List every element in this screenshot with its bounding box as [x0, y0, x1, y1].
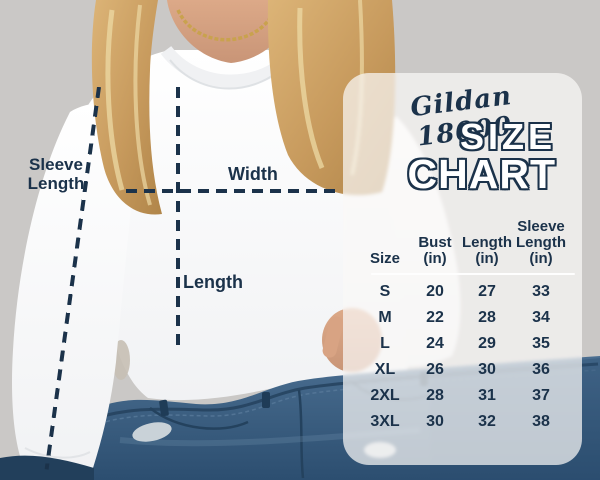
cell-sleeve: 34	[532, 309, 550, 326]
cell-bust: 26	[426, 361, 444, 378]
length-dashed-line	[176, 87, 180, 353]
table-row: S 20 27 33	[359, 279, 567, 305]
cell-bust: 20	[426, 283, 444, 300]
table-row: XL 26 30 36	[359, 357, 567, 383]
hair-strand	[297, 7, 325, 169]
table-row: 2XL 28 31 37	[359, 383, 567, 409]
cell-bust: 24	[426, 335, 444, 352]
width-label: Width	[228, 164, 278, 184]
cell-size: L	[380, 335, 390, 352]
width-dashed-line	[126, 189, 338, 193]
header-size: Size	[369, 250, 400, 267]
cell-size: XL	[374, 361, 396, 378]
cell-size: M	[378, 309, 392, 326]
cell-bust: 22	[426, 309, 444, 326]
table-row: M 22 28 34	[359, 305, 567, 331]
necklace-chain	[176, 7, 278, 42]
cell-length: 31	[478, 387, 496, 404]
header-divider	[371, 273, 575, 275]
cuff-line	[24, 447, 91, 459]
distressed-patch	[132, 422, 172, 442]
size-chart-title: SIZE CHART	[407, 116, 556, 197]
cell-length: 32	[478, 413, 496, 430]
size-table-header: Size Bust (in) Length (in) Sleeve Length…	[359, 207, 567, 267]
header-length: Length (in)	[462, 234, 512, 267]
cell-length: 29	[478, 335, 496, 352]
cell-size: S	[379, 283, 391, 300]
cell-sleeve: 33	[532, 283, 550, 300]
thumb	[322, 316, 344, 358]
cell-bust: 30	[426, 413, 444, 430]
chest-skin	[167, 0, 293, 63]
cell-sleeve: 36	[532, 361, 550, 378]
length-label: Length	[183, 272, 243, 292]
belt-loop	[159, 399, 169, 417]
left-pocket-stitch	[149, 407, 249, 430]
cell-sleeve: 38	[532, 413, 550, 430]
sleeve-length-label: Sleeve Length	[27, 155, 85, 193]
header-sleeve-length: Sleeve Length (in)	[516, 218, 566, 267]
table-row: 3XL 30 32 38	[359, 409, 567, 435]
table-row: L 24 29 35	[359, 331, 567, 357]
cell-sleeve: 35	[532, 335, 550, 352]
cell-length: 27	[478, 283, 496, 300]
fly-stitch	[297, 389, 305, 479]
sweatshirt-left-sleeve	[12, 103, 143, 474]
cell-sleeve: 37	[532, 387, 550, 404]
hair-strand	[133, 4, 152, 206]
size-chart-panel: Gildan 18000 SIZE CHART Size Bust (in) L…	[343, 73, 582, 465]
cell-length: 28	[478, 309, 496, 326]
cell-size: 2XL	[370, 387, 400, 404]
size-table-rows: S 20 27 33 M 22 28 34 L 24 29 35 XL 26 3…	[359, 279, 567, 435]
header-bust: Bust (in)	[418, 234, 452, 267]
cell-size: 3XL	[370, 413, 400, 430]
belt-loop	[262, 392, 270, 408]
title-size-word: SIZE	[459, 116, 556, 157]
title-chart-word: CHART	[407, 151, 556, 197]
cell-length: 30	[478, 361, 496, 378]
cell-bust: 28	[426, 387, 444, 404]
hair-strand	[105, 9, 125, 191]
